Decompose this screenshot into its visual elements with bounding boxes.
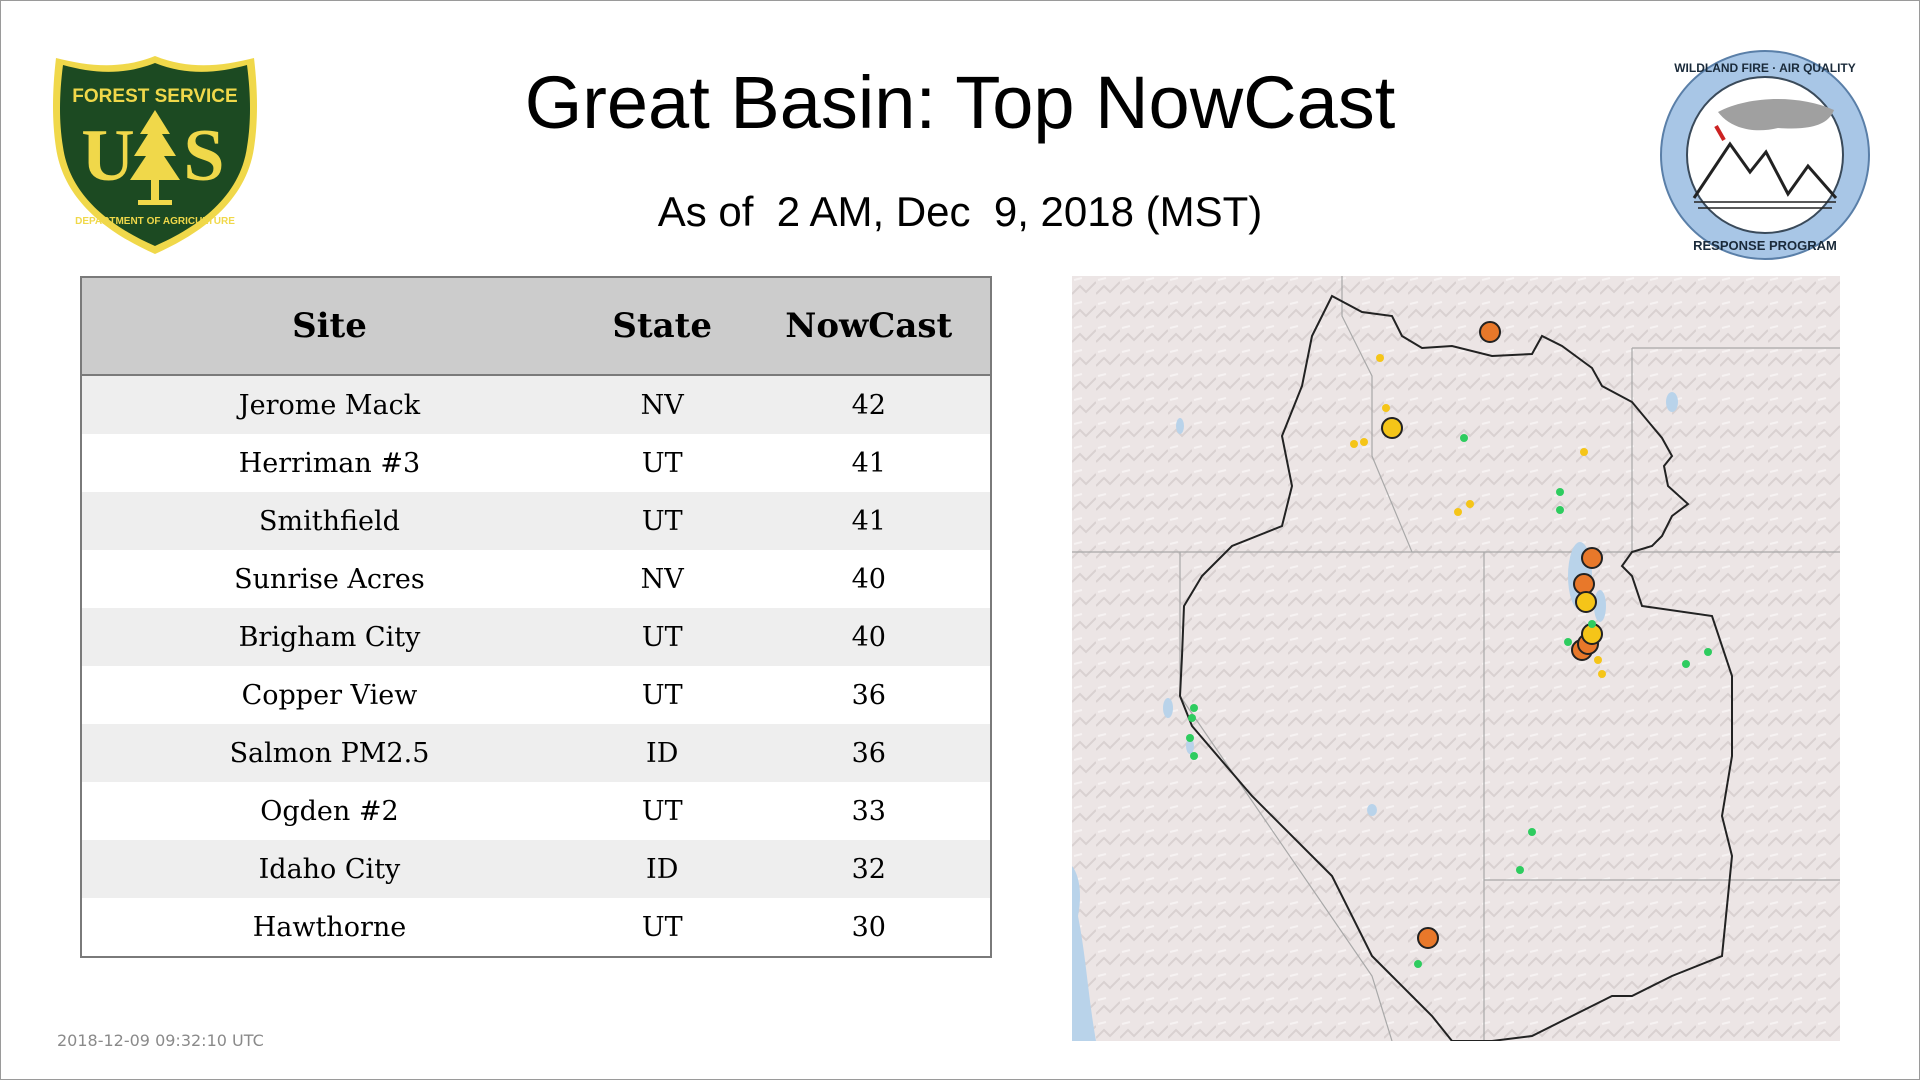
wf-bottom-text: RESPONSE PROGRAM: [1693, 238, 1837, 253]
fs-top-text: FOREST SERVICE: [72, 86, 237, 107]
table-row: Hawthorne UT 30: [81, 898, 991, 957]
site-cell: Herriman #3: [81, 434, 577, 492]
page-title: Great Basin: Top NowCast: [524, 61, 1396, 144]
site-cell: Smithfield: [81, 492, 577, 550]
state-cell: UT: [576, 782, 748, 840]
nowcast-cell: 36: [747, 724, 991, 782]
site-cell: Brigham City: [81, 608, 577, 666]
table-row: Jerome Mack NV 42: [81, 375, 991, 434]
table-row: Idaho City ID 32: [81, 840, 991, 898]
state-cell: UT: [576, 492, 748, 550]
nowcast-table: Site State NowCast Jerome Mack NV 42 Herri…: [80, 276, 992, 958]
page-subtitle: As of 2 AM, Dec 9, 2018 (MST): [657, 188, 1263, 235]
state-cell: UT: [576, 434, 748, 492]
state-cell: NV: [576, 375, 748, 434]
nowcast-cell: 41: [747, 492, 991, 550]
great-basin-map[interactable]: [1072, 276, 1840, 1041]
site-cell: Copper View: [81, 666, 577, 724]
terrain-background: [1072, 276, 1840, 1041]
state-cell: ID: [576, 724, 748, 782]
table-row: Smithfield UT 41: [81, 492, 991, 550]
mountain-icon: [1692, 141, 1838, 199]
monitor-orange[interactable]: [1573, 573, 1595, 595]
forest-service-logo: FOREST SERVICE U S DEPARTMENT OF AGRICUL…: [50, 52, 260, 258]
nowcast-cell: 36: [747, 666, 991, 724]
svg-text:U: U: [81, 115, 134, 197]
site-cell: Ogden #2: [81, 782, 577, 840]
site-cell: Hawthorne: [81, 898, 577, 957]
state-cell: UT: [576, 898, 748, 957]
site-cell: Jerome Mack: [81, 375, 577, 434]
wildland-fire-logo: WILDLAND FIRE · AIR QUALITY RESPONSE PRO…: [1658, 48, 1872, 262]
great-basin-boundary: [1178, 294, 1734, 1041]
table-header-row: Site State NowCast: [81, 277, 991, 376]
site-cell: Idaho City: [81, 840, 577, 898]
monitor-orange[interactable]: [1581, 547, 1603, 569]
wf-top-text: WILDLAND FIRE · AIR QUALITY: [1674, 61, 1856, 75]
nowcast-cell: 42: [747, 375, 991, 434]
monitor-orange[interactable]: [1479, 321, 1501, 343]
monitor-yellow[interactable]: [1381, 417, 1403, 439]
column-header-site: Site: [81, 277, 577, 376]
state-cell: UT: [576, 666, 748, 724]
nowcast-cell: 40: [747, 550, 991, 608]
monitor-orange[interactable]: [1417, 927, 1439, 949]
table-row: Herriman #3 UT 41: [81, 434, 991, 492]
fs-bottom-text: DEPARTMENT OF AGRICULTURE: [75, 216, 235, 227]
nowcast-cell: 30: [747, 898, 991, 957]
svg-text:S: S: [183, 115, 224, 197]
monitor-yellow[interactable]: [1575, 591, 1597, 613]
table-row: Ogden #2 UT 33: [81, 782, 991, 840]
state-borders: [1072, 276, 1840, 1041]
generated-timestamp: 2018-12-09 09:32:10 UTC: [57, 1031, 264, 1050]
nowcast-cell: 40: [747, 608, 991, 666]
state-cell: UT: [576, 608, 748, 666]
state-cell: ID: [576, 840, 748, 898]
column-header-nowcast: NowCast: [747, 277, 991, 376]
nowcast-cell: 33: [747, 782, 991, 840]
table-row: Salmon PM2.5 ID 36: [81, 724, 991, 782]
state-cell: NV: [576, 550, 748, 608]
pine-tree-icon: [130, 110, 180, 205]
table-row: Brigham City UT 40: [81, 608, 991, 666]
table-row: Copper View UT 36: [81, 666, 991, 724]
nowcast-cell: 41: [747, 434, 991, 492]
nowcast-cell: 32: [747, 840, 991, 898]
site-cell: Salmon PM2.5: [81, 724, 577, 782]
table-row: Sunrise Acres NV 40: [81, 550, 991, 608]
monitor-markers: [1186, 321, 1712, 968]
smoke-icon: [1718, 98, 1834, 131]
site-cell: Sunrise Acres: [81, 550, 577, 608]
column-header-state: State: [576, 277, 748, 376]
ocean-area: [1072, 866, 1096, 1041]
